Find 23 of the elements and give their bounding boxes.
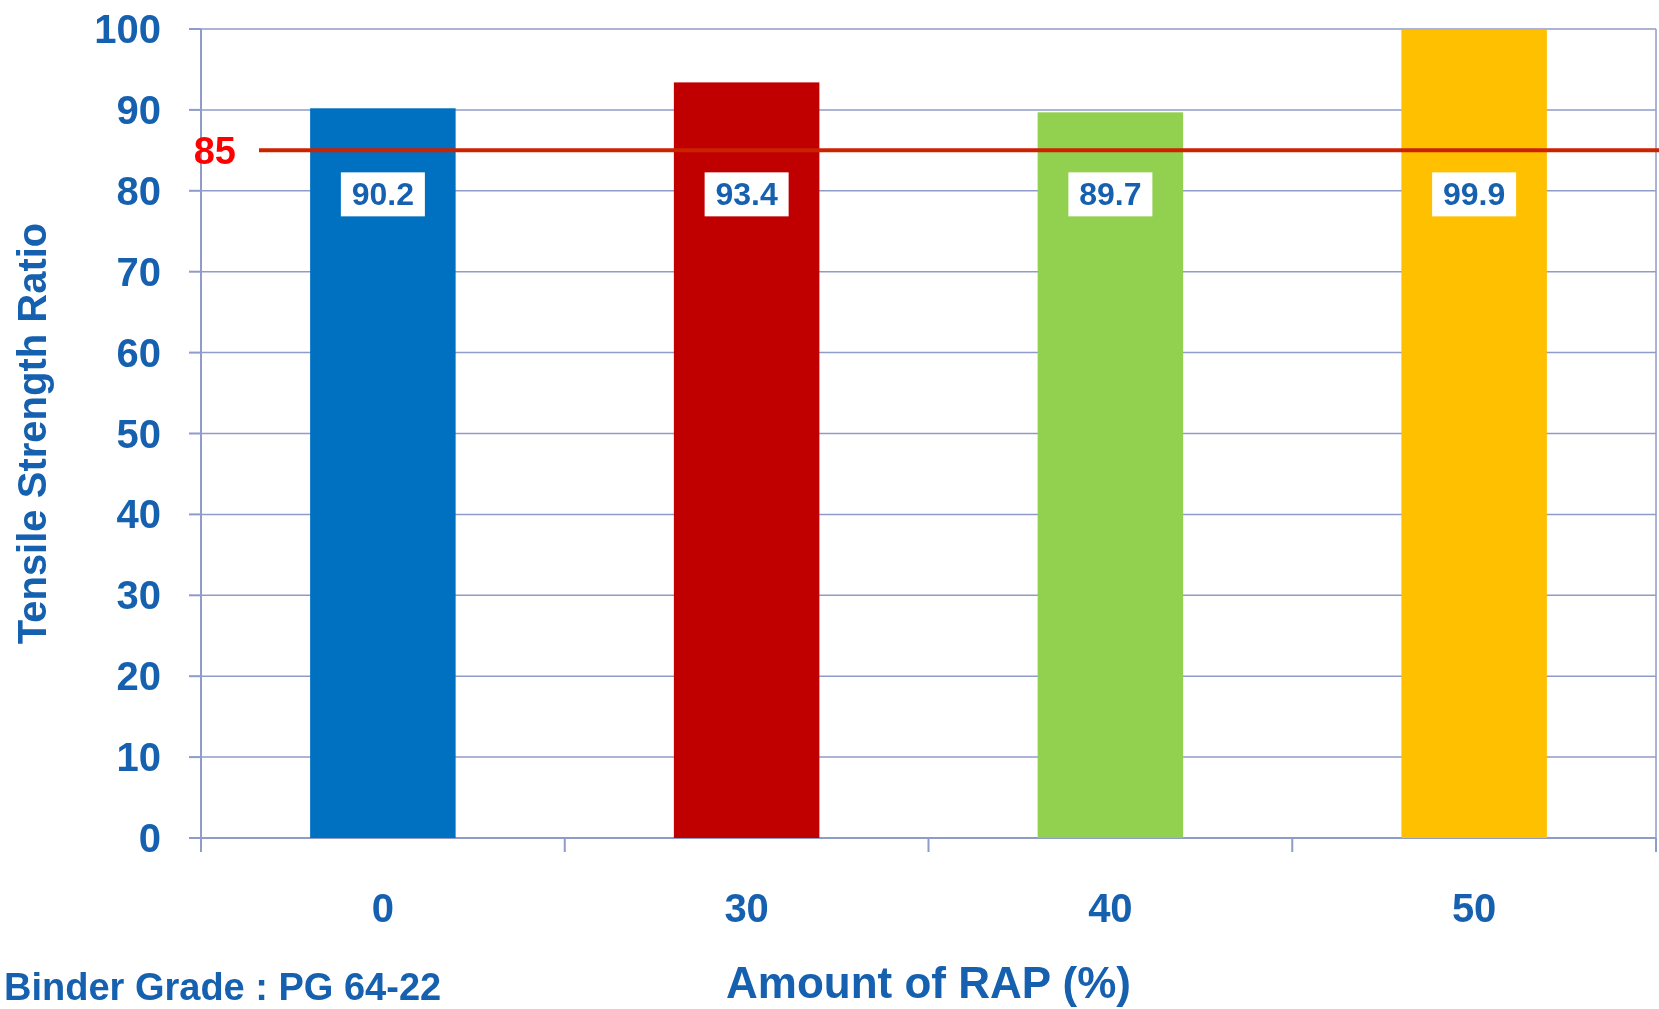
y-tick-label: 80 [116, 168, 161, 213]
x-tick-label: 0 [371, 886, 394, 930]
text: Binder Grade : PG 64-22 [4, 966, 442, 1008]
y-tick-label: 0 [138, 816, 161, 860]
data-label: 90.2 [351, 176, 415, 213]
y-tick-label: 10 [116, 735, 161, 780]
data-label: 99.9 [1442, 176, 1506, 213]
data-label: 93.4 [715, 176, 778, 213]
ref-line-label: 85 [193, 129, 236, 172]
y-tick-label: 100 [94, 7, 161, 51]
data-label: 89.7 [1079, 176, 1142, 213]
y-axis-title: Tensile Strength Ratio [10, 222, 54, 645]
x-tick-label: 50 [1451, 886, 1497, 930]
y-tick-label: 50 [116, 411, 161, 456]
y-tick-label: 60 [116, 330, 161, 375]
y-tick-label: 70 [116, 249, 161, 294]
x-axis-title: Amount of RAP (%) [726, 958, 1131, 1007]
y-tick-label: 20 [116, 654, 161, 699]
x-tick-label: 40 [1088, 886, 1133, 930]
x-tick-label: 30 [724, 886, 769, 930]
y-tick-label: 30 [116, 573, 161, 618]
y-tick-label: 90 [116, 87, 161, 132]
y-tick-label: 40 [116, 492, 161, 537]
